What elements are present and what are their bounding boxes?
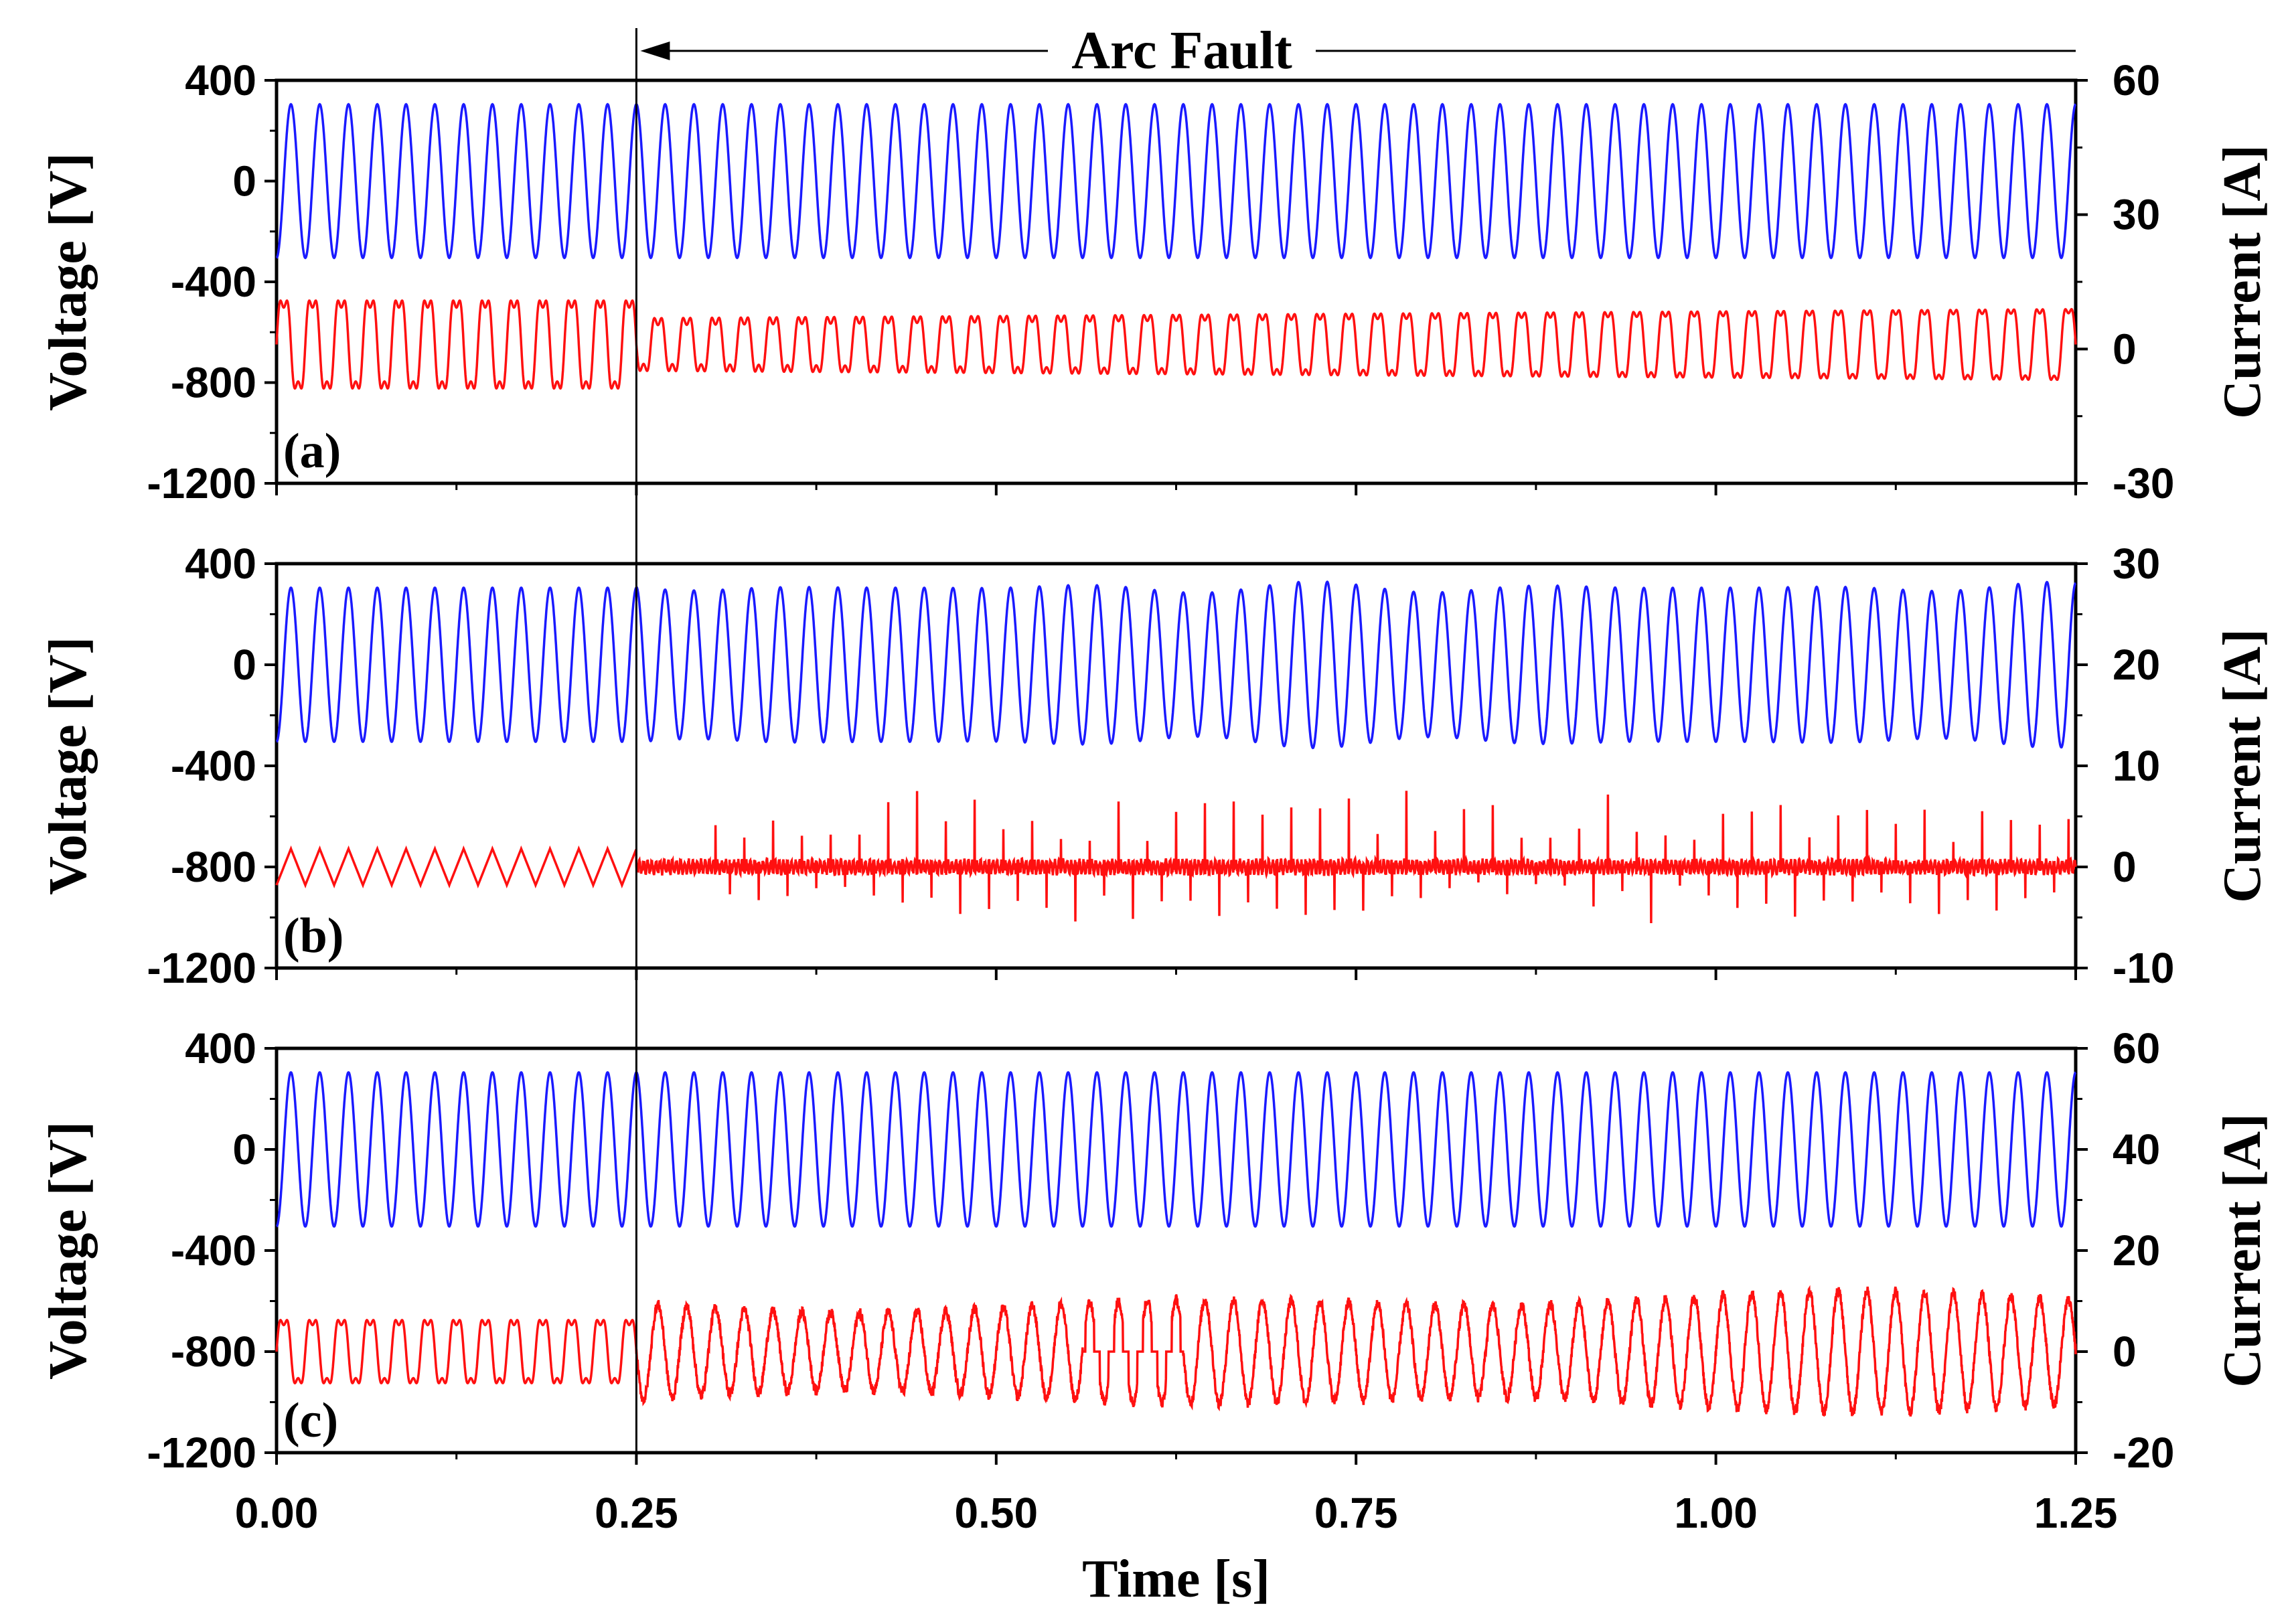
current-series-line xyxy=(275,791,2077,924)
time-axis-title: Time [s] xyxy=(1082,1550,1270,1608)
fault-annotation: Arc Fault xyxy=(635,21,2076,1453)
x-tick-label: 0.00 xyxy=(235,1489,319,1537)
fault-label: Arc Fault xyxy=(1071,21,1292,80)
panel-label: (c) xyxy=(283,1393,338,1448)
left-tick-label: 400 xyxy=(185,1024,256,1072)
panel-b: 400 0 -400 -800 -1200 30 20 10 0 -10 Voltage [V] Cu… xyxy=(39,540,2272,992)
current-axis-title: Current [A] xyxy=(2213,629,2272,903)
fault-arrow-head xyxy=(640,42,670,60)
x-tick-label: 1.25 xyxy=(2034,1489,2118,1537)
right-tick-label: 0 xyxy=(2113,1328,2137,1376)
x-tick-label: 0.25 xyxy=(595,1489,678,1537)
right-tick-label: 60 xyxy=(2113,1024,2160,1072)
left-tick-label: 0 xyxy=(232,641,256,689)
left-tick-label: -1200 xyxy=(147,944,256,992)
right-tick-label: -20 xyxy=(2113,1429,2175,1477)
right-tick-label: -30 xyxy=(2113,459,2175,507)
left-tick-label: -400 xyxy=(171,742,256,790)
left-tick-label: -400 xyxy=(171,258,256,306)
left-tick-label: 400 xyxy=(185,540,256,588)
right-tick-label: -10 xyxy=(2113,944,2175,992)
voltage-axis-title: Voltage [V] xyxy=(39,1121,98,1380)
panel-a: 400 0 -400 -800 -1200 60 30 0 -30 Voltage [V] Curr… xyxy=(39,56,2272,507)
left-tick-label: -800 xyxy=(171,1328,256,1376)
left-tick-label: 0 xyxy=(232,157,256,206)
voltage-series-line xyxy=(275,1070,2077,1228)
right-tick-label: 0 xyxy=(2113,325,2137,373)
left-tick-label: -1200 xyxy=(147,1429,256,1477)
x-tick-label: 0.75 xyxy=(1314,1489,1398,1537)
current-series-line xyxy=(275,1285,2077,1417)
left-tick-label: 0 xyxy=(232,1125,256,1174)
current-series-line xyxy=(275,299,2077,390)
right-tick-label: 20 xyxy=(2113,1226,2160,1275)
left-tick-label: -1200 xyxy=(147,459,256,507)
right-tick-label: 40 xyxy=(2113,1125,2160,1174)
x-tick-label: 1.00 xyxy=(1674,1489,1758,1537)
panel-label: (b) xyxy=(283,908,343,963)
right-tick-label: 30 xyxy=(2113,540,2160,588)
voltage-axis-title: Voltage [V] xyxy=(39,637,98,895)
time-axis: Time [s] 0.00 0.25 0.50 0.75 1.00 1.25 xyxy=(235,1489,2118,1608)
left-tick-label: -800 xyxy=(171,843,256,891)
x-tick-label: 0.50 xyxy=(955,1489,1039,1537)
voltage-series-line xyxy=(275,102,2077,260)
left-tick-label: 400 xyxy=(185,56,256,104)
right-tick-label: 60 xyxy=(2113,56,2160,104)
current-axis-title: Current [A] xyxy=(2213,145,2272,419)
voltage-series-line xyxy=(275,580,2077,750)
right-tick-label: 20 xyxy=(2113,641,2160,689)
panel-label: (a) xyxy=(283,424,341,479)
left-tick-label: -400 xyxy=(171,1226,256,1275)
current-axis-title: Current [A] xyxy=(2213,1113,2272,1388)
right-tick-label: 30 xyxy=(2113,191,2160,239)
right-tick-label: 10 xyxy=(2113,742,2160,790)
left-tick-label: -800 xyxy=(171,359,256,407)
right-tick-label: 0 xyxy=(2113,843,2137,891)
panel-c: 400 0 -400 -800 -1200 60 40 20 0 -20 Voltage [V] Cu… xyxy=(39,1024,2272,1477)
voltage-axis-title: Voltage [V] xyxy=(39,153,98,411)
